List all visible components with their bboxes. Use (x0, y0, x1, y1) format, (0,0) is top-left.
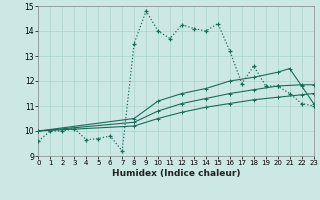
X-axis label: Humidex (Indice chaleur): Humidex (Indice chaleur) (112, 169, 240, 178)
